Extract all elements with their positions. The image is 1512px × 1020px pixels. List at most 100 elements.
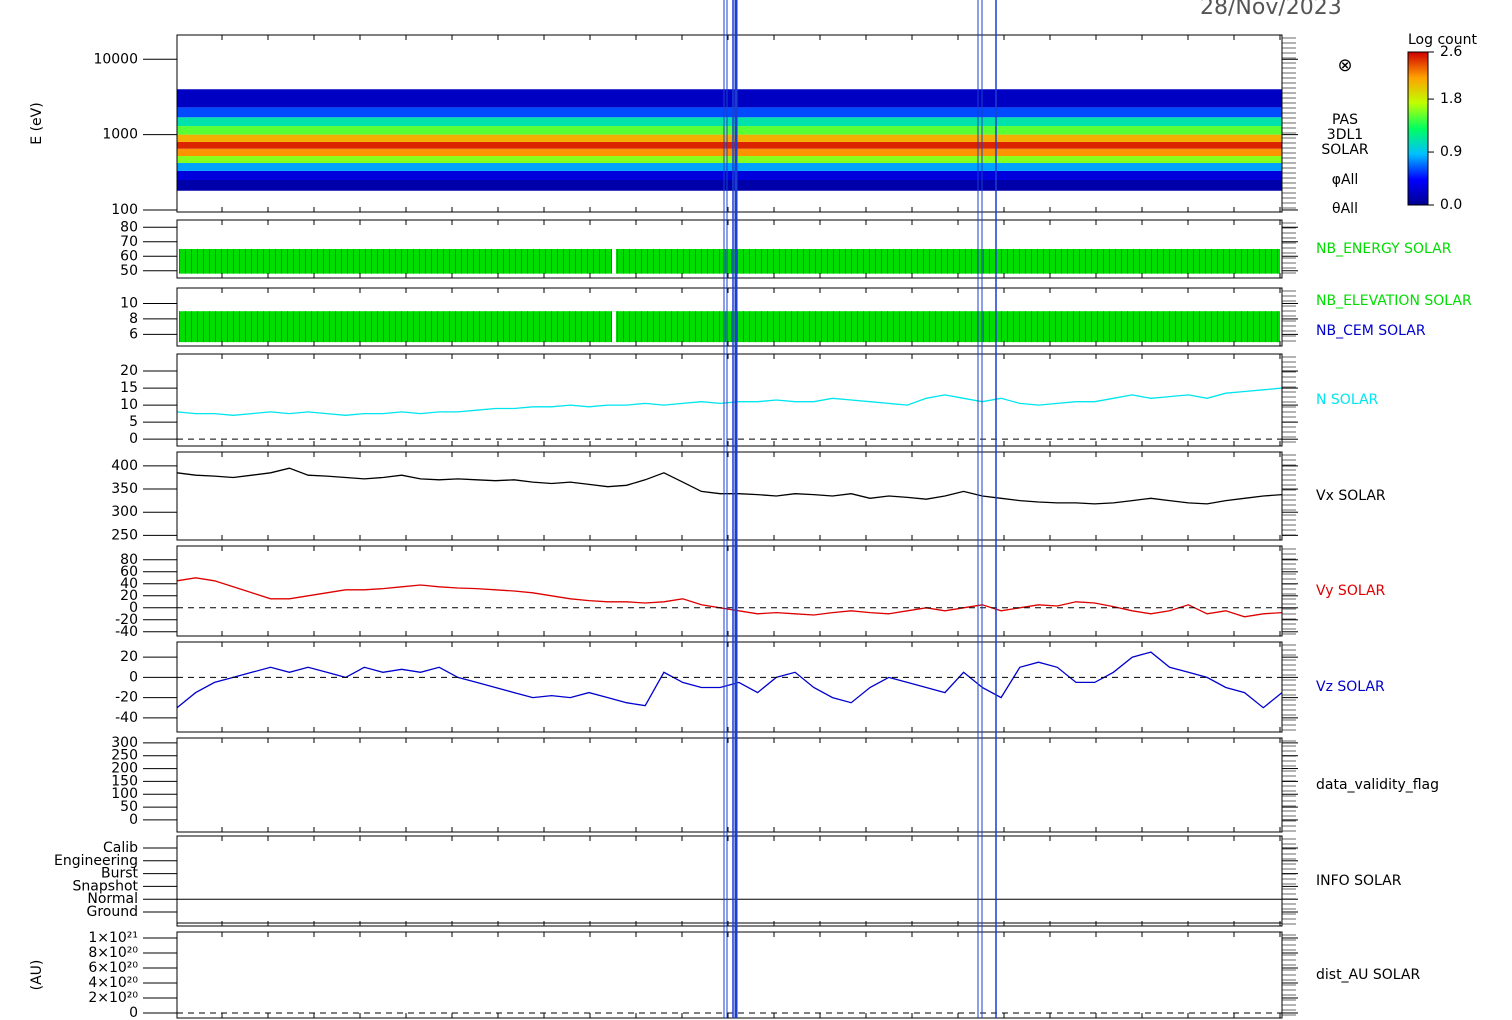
panel-frame bbox=[176, 287, 1283, 347]
y-tick-label: 50 bbox=[120, 263, 138, 279]
panel-frame bbox=[176, 737, 1283, 833]
date: 28/Nov/2023 bbox=[1200, 0, 1342, 20]
y-tick-label: 200 bbox=[111, 761, 138, 777]
y-tick-label: 5 bbox=[129, 414, 138, 430]
legend-label: dist_AU SOLAR bbox=[1316, 967, 1420, 983]
y-tick-label: -40 bbox=[115, 624, 138, 640]
y-tick-label: 80 bbox=[120, 552, 138, 568]
y-tick-label: 1×10²¹ bbox=[88, 930, 138, 946]
y-tick-label: 6 bbox=[129, 326, 138, 342]
heatmap-cell bbox=[177, 179, 1282, 191]
y-tick-label: 300 bbox=[111, 504, 138, 520]
y-tick-label: Snapshot bbox=[73, 878, 139, 894]
panel-frame bbox=[176, 931, 1283, 1019]
y-tick-label: 0 bbox=[129, 431, 138, 447]
panel-frame bbox=[176, 34, 1283, 213]
legend-label: NB_ELEVATION SOLAR bbox=[1316, 293, 1472, 309]
series-line bbox=[176, 651, 1283, 709]
y-tick-label: 8 bbox=[129, 311, 138, 327]
data-gap bbox=[612, 249, 616, 274]
legend-label: N SOLAR bbox=[1316, 392, 1379, 408]
y-axis-label: E (eV) bbox=[29, 102, 45, 144]
side-label: θAll bbox=[1332, 201, 1358, 217]
legend-label: Vz SOLAR bbox=[1316, 679, 1385, 695]
heatmap-cell bbox=[177, 148, 1282, 157]
y-tick-label: -20 bbox=[115, 690, 138, 706]
panel-frame bbox=[176, 641, 1283, 733]
panel-frame bbox=[176, 835, 1283, 927]
y-tick-label: 300 bbox=[111, 735, 138, 751]
y-tick-label: 50 bbox=[120, 799, 138, 815]
y-tick-label: 4×10²⁰ bbox=[88, 975, 138, 991]
y-tick-label: 250 bbox=[111, 527, 138, 543]
y-tick-label: 10 bbox=[120, 397, 138, 413]
legend-label: NB_ENERGY SOLAR bbox=[1316, 241, 1452, 257]
legend-label: Vy SOLAR bbox=[1316, 583, 1386, 599]
series-line bbox=[176, 467, 1283, 505]
y-axis-label: (AU) bbox=[29, 960, 45, 991]
y-tick-label: 15 bbox=[120, 380, 138, 396]
heatmap-cell bbox=[177, 141, 1282, 149]
y-tick-label: 2×10²⁰ bbox=[88, 990, 138, 1006]
bar-range bbox=[179, 249, 1280, 274]
y-tick-label: 400 bbox=[111, 458, 138, 474]
heatmap-cell bbox=[177, 163, 1282, 171]
y-tick-label: -20 bbox=[115, 612, 138, 628]
colorbar-tick-label: 1.8 bbox=[1440, 91, 1462, 107]
legend-label: NB_CEM SOLAR bbox=[1316, 323, 1426, 339]
y-tick-label: 250 bbox=[111, 748, 138, 764]
heatmap-cell bbox=[177, 117, 1282, 127]
y-tick-label: 100 bbox=[111, 786, 138, 802]
heatmap-cell bbox=[177, 89, 1282, 108]
symbol: ⊗ bbox=[1337, 55, 1352, 76]
legend-label: data_validity_flag bbox=[1316, 777, 1439, 793]
colorbar-tick-label: 2.6 bbox=[1440, 44, 1462, 60]
y-tick-label: 0 bbox=[129, 812, 138, 828]
bar-range bbox=[179, 311, 1280, 343]
y-tick-label: 0 bbox=[129, 1005, 138, 1020]
heatmap-cell bbox=[177, 107, 1282, 118]
y-tick-label: 8×10²⁰ bbox=[88, 945, 138, 961]
y-tick-label: 0 bbox=[129, 600, 138, 616]
heatmap-cell bbox=[177, 156, 1282, 164]
panel-frame bbox=[176, 545, 1283, 637]
legend-label: Vx SOLAR bbox=[1316, 488, 1386, 504]
heatmap-cell bbox=[177, 170, 1282, 180]
legend-label: INFO SOLAR bbox=[1316, 873, 1402, 889]
heatmap-cell bbox=[177, 126, 1282, 135]
y-tick-label: Engineering bbox=[54, 853, 138, 869]
y-tick-label: 60 bbox=[120, 564, 138, 580]
y-tick-label: 150 bbox=[111, 773, 138, 789]
panel-frame bbox=[176, 353, 1283, 447]
y-tick-label: 10 bbox=[120, 295, 138, 311]
y-tick-label: 20 bbox=[120, 649, 138, 665]
y-tick-label: 80 bbox=[120, 219, 138, 235]
y-tick-label: 100 bbox=[111, 202, 138, 218]
y-tick-label: 350 bbox=[111, 481, 138, 497]
series-line bbox=[176, 387, 1283, 416]
y-tick-label: 70 bbox=[120, 234, 138, 250]
y-tick-label: -40 bbox=[115, 710, 138, 726]
series-line bbox=[176, 577, 1283, 618]
side-label: 3DL1 bbox=[1327, 127, 1363, 143]
panel-frame bbox=[176, 219, 1283, 279]
side-label: SOLAR bbox=[1321, 142, 1369, 158]
colorbar-tick-label: 0.9 bbox=[1440, 144, 1462, 160]
data-gap bbox=[612, 311, 616, 343]
y-tick-label: 10000 bbox=[93, 51, 138, 67]
y-tick-label: 40 bbox=[120, 576, 138, 592]
y-tick-label: 1000 bbox=[102, 127, 138, 143]
heatmap-cell bbox=[177, 134, 1282, 142]
colorbar bbox=[1407, 51, 1429, 206]
y-tick-label: 60 bbox=[120, 248, 138, 264]
y-tick-label: Calib bbox=[103, 840, 138, 856]
colorbar-tick-label: 0.0 bbox=[1440, 197, 1462, 213]
y-tick-label: 0 bbox=[129, 669, 138, 685]
panel-frame bbox=[176, 451, 1283, 541]
colorbar-title: Log count bbox=[1408, 32, 1477, 48]
side-label: φAll bbox=[1332, 172, 1359, 188]
y-tick-label: 6×10²⁰ bbox=[88, 960, 138, 976]
y-tick-label: Normal bbox=[87, 891, 138, 907]
y-tick-label: Burst bbox=[101, 866, 139, 882]
